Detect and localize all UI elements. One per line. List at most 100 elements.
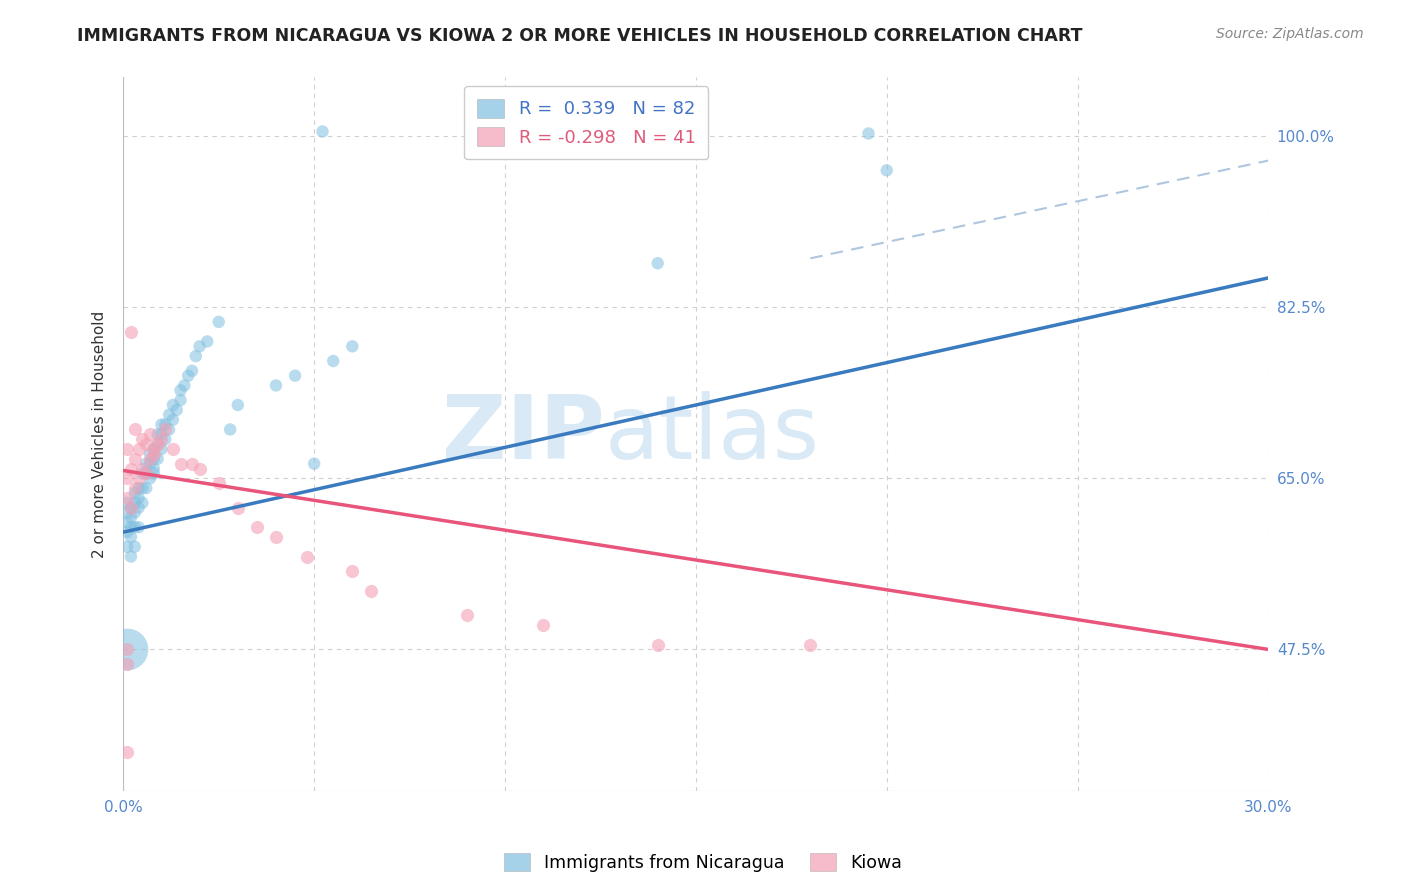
Point	[120, 500, 142, 515]
Point	[115, 642, 138, 657]
Point	[124, 496, 146, 510]
Point	[135, 481, 157, 495]
Point	[226, 398, 249, 412]
Point	[219, 422, 242, 436]
Point	[181, 364, 204, 378]
Point	[124, 540, 146, 554]
Point	[647, 638, 669, 652]
Point	[135, 437, 157, 451]
Point	[139, 451, 162, 466]
Point	[531, 618, 554, 632]
Point	[146, 427, 169, 442]
Point	[124, 486, 146, 500]
Point	[128, 442, 150, 456]
Point	[135, 467, 157, 481]
Point	[115, 491, 138, 505]
Point	[120, 500, 142, 515]
Point	[150, 432, 173, 446]
Point	[124, 451, 146, 466]
Point	[177, 368, 200, 383]
Point	[139, 447, 162, 461]
Point	[264, 378, 287, 392]
Point	[284, 368, 307, 383]
Point	[128, 471, 150, 485]
Point	[208, 476, 231, 491]
Point	[124, 481, 146, 495]
Point	[342, 564, 364, 578]
Point	[150, 417, 173, 432]
Point	[135, 457, 157, 471]
Point	[120, 461, 142, 475]
Point	[124, 520, 146, 534]
Text: IMMIGRANTS FROM NICARAGUA VS KIOWA 2 OR MORE VEHICLES IN HOUSEHOLD CORRELATION C: IMMIGRANTS FROM NICARAGUA VS KIOWA 2 OR …	[77, 27, 1083, 45]
Point	[131, 481, 153, 495]
Point	[142, 451, 165, 466]
Point	[135, 467, 157, 481]
Point	[142, 461, 165, 475]
Point	[124, 506, 146, 520]
Point	[155, 417, 177, 432]
Point	[115, 657, 138, 672]
Point	[115, 506, 138, 520]
Point	[115, 442, 138, 456]
Point	[166, 403, 188, 417]
Point	[131, 467, 153, 481]
Point	[311, 124, 333, 138]
Point	[162, 412, 184, 426]
Point	[115, 525, 138, 540]
Point	[128, 500, 150, 515]
Point	[128, 481, 150, 495]
Point	[162, 398, 184, 412]
Point	[188, 461, 211, 475]
Point	[150, 442, 173, 456]
Point	[188, 339, 211, 353]
Point	[342, 339, 364, 353]
Point	[360, 583, 382, 598]
Point	[456, 608, 478, 623]
Point	[195, 334, 218, 349]
Y-axis label: 2 or more Vehicles in Household: 2 or more Vehicles in Household	[93, 310, 107, 558]
Point	[146, 437, 169, 451]
Point	[302, 457, 325, 471]
Point	[124, 422, 146, 436]
Text: Source: ZipAtlas.com: Source: ZipAtlas.com	[1216, 27, 1364, 41]
Point	[264, 530, 287, 544]
Point	[131, 461, 153, 475]
Point	[115, 745, 138, 759]
Text: ZIP: ZIP	[441, 391, 605, 478]
Point	[120, 549, 142, 564]
Point	[181, 457, 204, 471]
Point	[184, 349, 207, 363]
Point	[226, 500, 249, 515]
Point	[115, 642, 138, 657]
Point	[128, 491, 150, 505]
Point	[856, 126, 879, 140]
Point	[131, 496, 153, 510]
Point	[139, 471, 162, 485]
Point	[128, 520, 150, 534]
Point	[799, 638, 821, 652]
Point	[173, 378, 195, 392]
Point	[115, 516, 138, 530]
Point	[157, 408, 180, 422]
Point	[647, 256, 669, 270]
Point	[208, 315, 231, 329]
Point	[162, 442, 184, 456]
Point	[115, 471, 138, 485]
Point	[169, 384, 191, 398]
Point	[150, 427, 173, 442]
Legend: Immigrants from Nicaragua, Kiowa: Immigrants from Nicaragua, Kiowa	[496, 847, 910, 879]
Point	[139, 457, 162, 471]
Point	[120, 530, 142, 544]
Point	[120, 510, 142, 524]
Point	[155, 422, 177, 436]
Point	[876, 163, 898, 178]
Point	[115, 496, 138, 510]
Point	[142, 442, 165, 456]
Point	[146, 451, 169, 466]
Point	[120, 325, 142, 339]
Point	[142, 442, 165, 456]
Point	[120, 520, 142, 534]
Point	[142, 467, 165, 481]
Point	[142, 447, 165, 461]
